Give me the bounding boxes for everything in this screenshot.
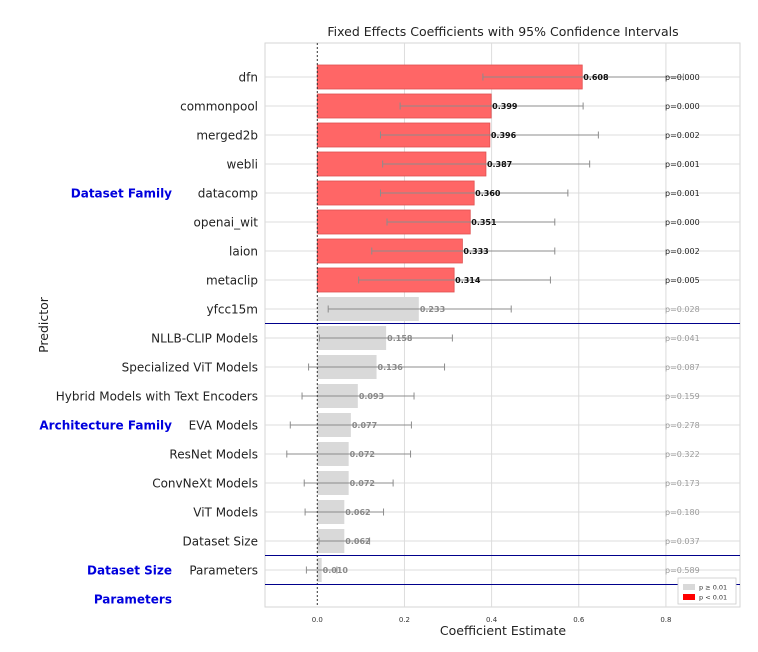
predictor-label: merged2b bbox=[196, 129, 258, 143]
predictor-label: NLLB-CLIP Models bbox=[151, 332, 258, 346]
group-label: Parameters bbox=[94, 593, 172, 607]
predictor-label: yfcc15m bbox=[207, 303, 258, 317]
legend: p ≥ 0.01 p < 0.01 bbox=[677, 577, 737, 605]
predictor-label: ViT Models bbox=[193, 506, 258, 520]
data-label: 0.062 bbox=[345, 537, 370, 546]
predictor-label: dfn bbox=[239, 71, 258, 85]
p-value-label: p=0.000 bbox=[665, 218, 700, 227]
x-tick-label: 0.2 bbox=[399, 616, 410, 624]
group-label: Dataset Size bbox=[87, 564, 172, 578]
group-label: Architecture Family bbox=[39, 419, 172, 433]
legend-label: p < 0.01 bbox=[699, 594, 727, 602]
group-label: Dataset Family bbox=[71, 187, 172, 201]
y-axis-label: Predictor bbox=[36, 296, 51, 353]
data-label: 0.399 bbox=[492, 102, 518, 111]
predictor-label: webli bbox=[227, 158, 258, 172]
p-value-label: p=0.000 bbox=[665, 73, 700, 82]
p-value-label: p=0.041 bbox=[665, 334, 700, 343]
legend-label: p ≥ 0.01 bbox=[699, 584, 727, 592]
p-value-label: p=0.001 bbox=[665, 189, 700, 198]
predictor-label: Dataset Size bbox=[183, 535, 258, 549]
data-label: 0.010 bbox=[323, 566, 349, 575]
data-label: 0.062 bbox=[345, 508, 370, 517]
predictor-label: openai_wit bbox=[194, 216, 259, 230]
p-value-label: p=0.322 bbox=[665, 450, 700, 459]
data-label: 0.136 bbox=[378, 363, 404, 372]
predictor-label: laion bbox=[229, 245, 258, 259]
predictor-label: Hybrid Models with Text Encoders bbox=[56, 390, 258, 404]
data-label: 0.351 bbox=[471, 218, 497, 227]
p-value-label: p=0.028 bbox=[665, 305, 700, 314]
legend-swatch bbox=[683, 584, 695, 590]
x-tick-label: 0.8 bbox=[660, 616, 671, 624]
predictor-label: EVA Models bbox=[189, 419, 258, 433]
predictor-label: metaclip bbox=[206, 274, 258, 288]
predictor-label: ConvNeXt Models bbox=[152, 477, 258, 491]
data-label: 0.072 bbox=[350, 450, 375, 459]
p-value-label: p=0.278 bbox=[665, 421, 700, 430]
p-value-label: p=0.159 bbox=[665, 392, 700, 401]
data-label: 0.360 bbox=[475, 189, 501, 198]
bar-layer bbox=[286, 64, 684, 582]
data-label: 0.333 bbox=[463, 247, 488, 256]
axis-layer: 0.0 0.2 0.4 0.6 0.8 bbox=[265, 43, 740, 624]
p-value-label: p=0.180 bbox=[665, 508, 700, 517]
p-value-label: p=0.002 bbox=[665, 131, 700, 140]
data-label: 0.233 bbox=[420, 305, 445, 314]
predictor-label: ResNet Models bbox=[169, 448, 258, 462]
data-label: 0.608 bbox=[583, 73, 609, 82]
x-axis-label: Coefficient Estimate bbox=[440, 623, 567, 638]
data-label: 0.093 bbox=[359, 392, 384, 401]
data-label: 0.158 bbox=[387, 334, 413, 343]
predictor-label: Parameters bbox=[189, 564, 258, 578]
p-value-label: p=0.589 bbox=[665, 566, 700, 575]
p-value-label: p=0.001 bbox=[665, 160, 700, 169]
predictor-label: datacomp bbox=[198, 187, 258, 201]
plot-frame bbox=[264, 42, 741, 608]
p-value-label: p=0.002 bbox=[665, 247, 700, 256]
p-value-label: p=0.087 bbox=[665, 363, 700, 372]
predictor-label: Specialized ViT Models bbox=[122, 361, 258, 375]
data-label: 0.072 bbox=[350, 479, 375, 488]
p-value-label: p=0.005 bbox=[665, 276, 700, 285]
p-value-label: p=0.037 bbox=[665, 537, 700, 546]
legend-swatch bbox=[683, 594, 695, 600]
x-tick-label: 0.6 bbox=[573, 616, 585, 624]
p-value-label: p=0.173 bbox=[665, 479, 700, 488]
predictor-label: commonpool bbox=[180, 100, 258, 114]
data-label: 0.077 bbox=[352, 421, 377, 430]
data-label: 0.387 bbox=[487, 160, 512, 169]
x-tick-label: 0.4 bbox=[486, 616, 498, 624]
data-label: 0.314 bbox=[455, 276, 481, 285]
chart-title: Fixed Effects Coefficients with 95% Conf… bbox=[327, 24, 678, 39]
data-label: 0.396 bbox=[491, 131, 517, 140]
x-tick-label: 0.0 bbox=[312, 616, 323, 624]
p-value-label: p=0.000 bbox=[665, 102, 700, 111]
label-layer: 0.608 dfn p=0.000 0.399 commonpool p=0.000 0.3… bbox=[39, 71, 699, 607]
